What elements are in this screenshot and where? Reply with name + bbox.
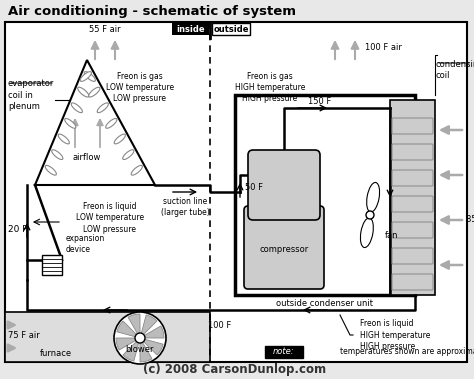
Text: outside condenser unit: outside condenser unit <box>276 299 374 307</box>
Ellipse shape <box>360 218 374 247</box>
Polygon shape <box>35 60 155 185</box>
FancyBboxPatch shape <box>392 144 433 160</box>
FancyBboxPatch shape <box>244 206 324 289</box>
Wedge shape <box>140 315 157 338</box>
Text: note:: note: <box>273 348 295 357</box>
FancyBboxPatch shape <box>392 170 433 186</box>
Wedge shape <box>140 338 163 355</box>
Ellipse shape <box>65 119 76 128</box>
Wedge shape <box>128 314 140 338</box>
Ellipse shape <box>97 103 109 113</box>
Text: fan: fan <box>385 230 399 240</box>
Text: 50 F: 50 F <box>245 183 263 193</box>
Wedge shape <box>116 338 140 350</box>
Text: Freon is gas
HIGH temperature
HIGH pressure: Freon is gas HIGH temperature HIGH press… <box>235 72 305 103</box>
Text: temperatures shown are approximate: temperatures shown are approximate <box>340 348 474 357</box>
Text: Freon is gas
LOW temperature
LOW pressure: Freon is gas LOW temperature LOW pressur… <box>106 72 174 103</box>
Circle shape <box>114 312 166 364</box>
Text: 55 F air: 55 F air <box>89 25 121 34</box>
Text: 20 F: 20 F <box>8 226 27 235</box>
Ellipse shape <box>367 182 380 212</box>
Bar <box>42 255 62 275</box>
Text: Air conditioning - schematic of system: Air conditioning - schematic of system <box>8 6 296 19</box>
Bar <box>212 23 250 35</box>
Text: suction line
(larger tube): suction line (larger tube) <box>161 197 210 217</box>
Wedge shape <box>140 326 164 338</box>
FancyBboxPatch shape <box>248 150 320 220</box>
Text: (c) 2008 CarsonDunlop.com: (c) 2008 CarsonDunlop.com <box>144 363 327 376</box>
Text: Freon is liquid
LOW temperature
LOW pressure: Freon is liquid LOW temperature LOW pres… <box>76 202 144 233</box>
Ellipse shape <box>71 103 82 113</box>
Bar <box>235 95 415 295</box>
Ellipse shape <box>58 134 69 144</box>
Text: 150 F: 150 F <box>309 97 332 105</box>
FancyBboxPatch shape <box>392 196 433 212</box>
Ellipse shape <box>80 72 91 81</box>
Text: Freon is liquid
HIGH temperature
HIGH pressure: Freon is liquid HIGH temperature HIGH pr… <box>360 319 430 351</box>
Ellipse shape <box>131 165 142 175</box>
Ellipse shape <box>114 134 126 144</box>
Text: compressor: compressor <box>259 246 309 255</box>
Text: 100 F: 100 F <box>209 321 232 330</box>
Text: inside: inside <box>176 25 205 33</box>
Text: furnace: furnace <box>40 349 72 358</box>
Text: expansion
device: expansion device <box>66 234 105 254</box>
Circle shape <box>366 211 374 219</box>
Ellipse shape <box>123 150 134 160</box>
FancyBboxPatch shape <box>392 248 433 264</box>
Text: airflow: airflow <box>73 153 101 163</box>
Ellipse shape <box>84 72 95 81</box>
Bar <box>5 22 467 362</box>
Ellipse shape <box>52 150 63 160</box>
Circle shape <box>135 333 145 343</box>
Text: 85 F air: 85 F air <box>466 216 474 224</box>
Ellipse shape <box>78 87 89 97</box>
Ellipse shape <box>45 165 56 175</box>
Text: 75 F air: 75 F air <box>8 332 40 340</box>
Text: blower: blower <box>126 345 154 354</box>
Bar <box>265 346 303 358</box>
Wedge shape <box>117 321 140 338</box>
Ellipse shape <box>106 119 117 128</box>
Wedge shape <box>140 338 152 362</box>
Text: 100 F air: 100 F air <box>365 42 402 52</box>
Text: evaporator
coil in
plenum: evaporator coil in plenum <box>8 79 55 111</box>
FancyBboxPatch shape <box>392 274 433 290</box>
Text: outside: outside <box>213 25 249 33</box>
FancyBboxPatch shape <box>392 118 433 134</box>
Ellipse shape <box>89 87 100 97</box>
Bar <box>390 100 435 295</box>
Text: condensing
coil: condensing coil <box>436 60 474 80</box>
FancyBboxPatch shape <box>392 222 433 238</box>
Bar <box>5 312 210 362</box>
Bar <box>172 23 209 35</box>
Wedge shape <box>123 338 140 361</box>
